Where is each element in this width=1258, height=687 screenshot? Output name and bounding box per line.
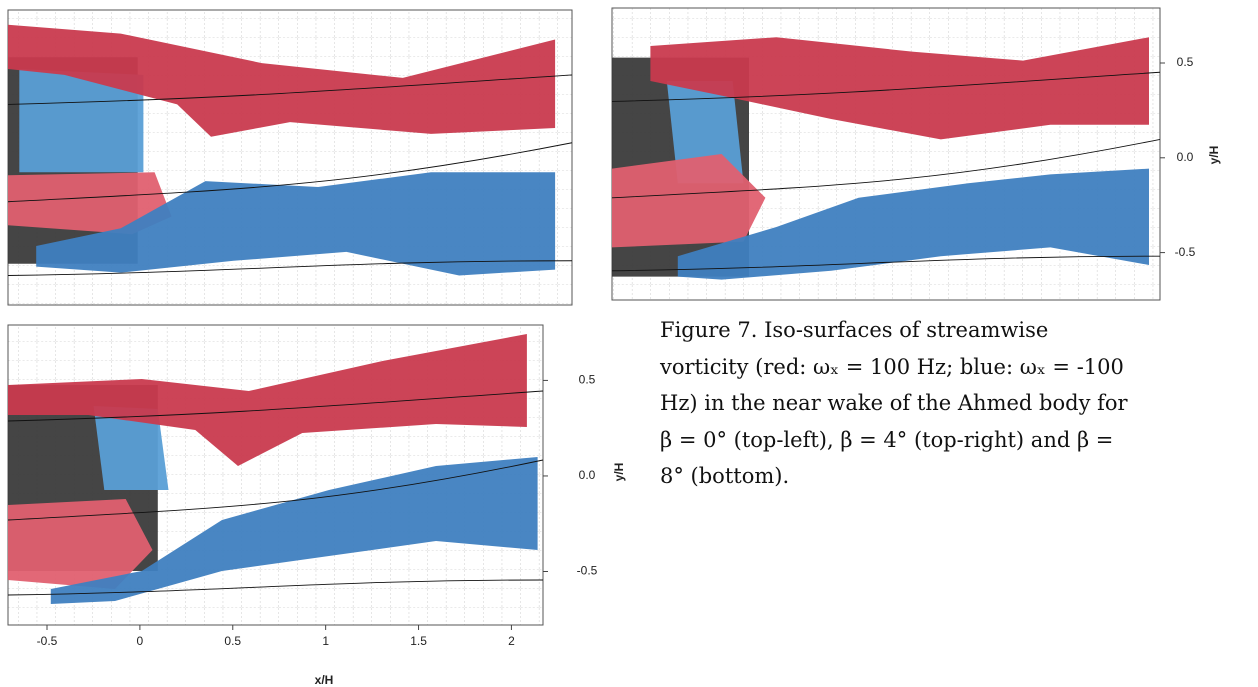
x-tick-label: 0: [137, 634, 144, 648]
x-tick-label: -0.5: [37, 634, 58, 648]
page: {"top_right": {"ylim": [-0.75, 0.79], "y…: [0, 0, 1258, 687]
x-tick-label: 0.5: [224, 634, 241, 648]
caption-line: Hz) in the near wake of the Ahmed body f…: [660, 385, 1250, 422]
x-tick-label: 1.5: [410, 634, 427, 648]
y-tick-label: 0.0: [1177, 150, 1194, 164]
y-tick-label: 0.5: [579, 373, 596, 387]
x-tick-label: 2: [508, 634, 515, 648]
y-tick-label: -0.5: [577, 564, 598, 578]
y-tick-label: 0.0: [579, 468, 596, 482]
x-axis-label: x/H: [315, 673, 334, 687]
caption-line: 8° (bottom).: [660, 458, 1250, 495]
y-axis-label: y/H: [1207, 146, 1221, 165]
caption-line: vorticity (red: ωₓ = 100 Hz; blue: ωₓ = …: [660, 349, 1250, 386]
y-tick-label: -0.5: [1175, 245, 1196, 259]
caption-line: β = 0° (top-left), β = 4° (top-right) an…: [660, 422, 1250, 459]
caption-line: Figure 7. Iso-surfaces of streamwise: [660, 312, 1250, 349]
y-tick-label: 0.5: [1177, 55, 1194, 69]
x-tick-label: 1: [322, 634, 329, 648]
y-axis-label: y/H: [612, 463, 626, 482]
